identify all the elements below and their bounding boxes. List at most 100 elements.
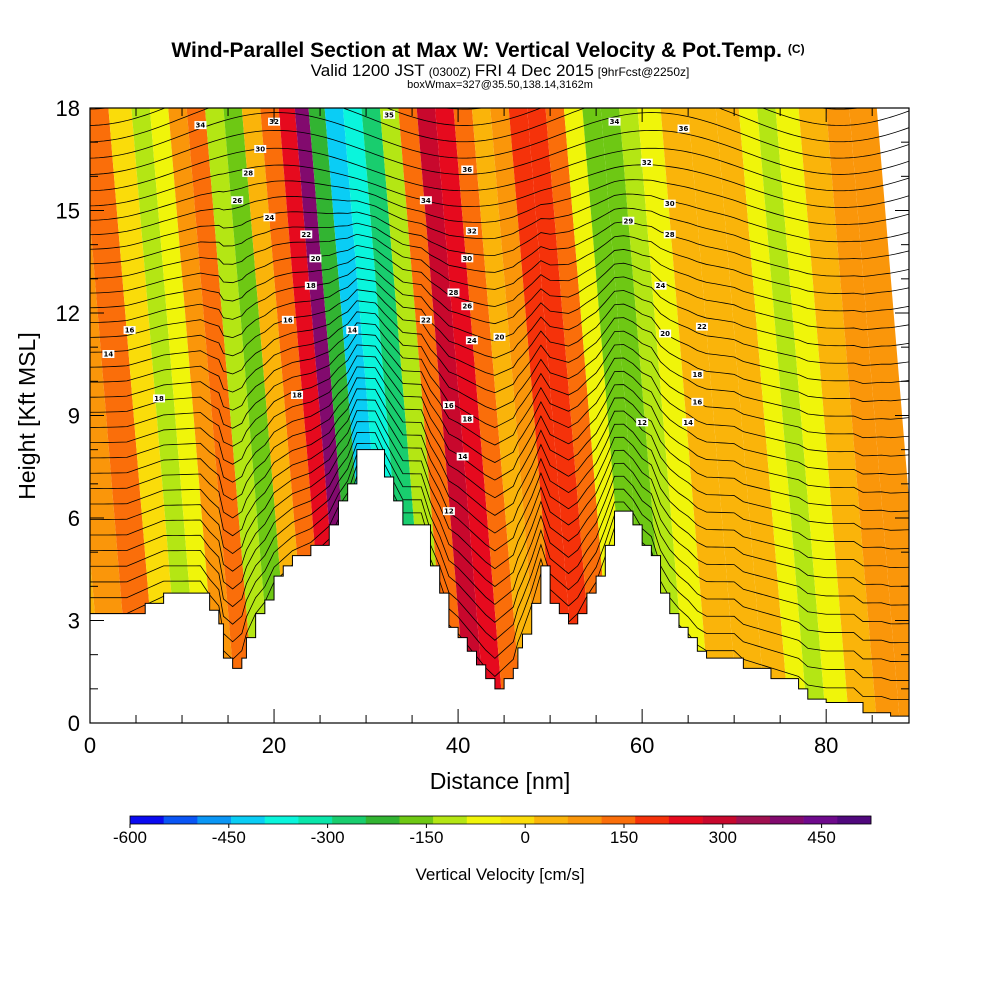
theta-contour	[90, 355, 909, 494]
contour-label: 24	[654, 281, 667, 290]
w-stripe	[545, 108, 615, 723]
w-stripe	[637, 108, 712, 723]
svg-text:18: 18	[154, 395, 164, 403]
contour-label: 22	[695, 322, 708, 331]
colorbar-swatch	[298, 816, 333, 824]
svg-text:24: 24	[265, 214, 275, 222]
w-stripe	[416, 108, 486, 723]
contour-label: 36	[461, 165, 474, 174]
theta-contour	[90, 108, 909, 143]
svg-text:26: 26	[232, 197, 242, 205]
colorbar-swatch	[702, 816, 737, 824]
contour-label: 16	[281, 315, 294, 324]
svg-text:32: 32	[642, 159, 652, 167]
theta-contour	[90, 388, 909, 550]
svg-text:35: 35	[384, 111, 394, 119]
contour-label: 34	[194, 121, 207, 130]
colorbar-swatch	[365, 816, 400, 824]
contour-label: 24	[263, 213, 276, 222]
contour-label: 30	[663, 199, 676, 208]
colorbar-tick-label: -450	[212, 828, 246, 847]
y-axis-label: Height [Kft MSL]	[14, 332, 40, 499]
contour-label: 12	[636, 418, 649, 427]
contour-label: 34	[419, 196, 432, 205]
colorbar-swatch	[264, 816, 299, 824]
colorbar-swatch	[197, 816, 232, 824]
theta-contour	[90, 322, 909, 439]
theta-contour	[90, 410, 909, 587]
potential-temperature-contours	[90, 108, 909, 700]
contour-label: 16	[691, 397, 704, 406]
colorbar-swatch	[803, 816, 838, 824]
contour-label: 20	[309, 254, 322, 263]
y-tick-label: 3	[68, 609, 80, 634]
w-stripe	[619, 108, 689, 723]
svg-text:12: 12	[637, 419, 647, 427]
svg-text:20: 20	[311, 255, 321, 263]
svg-text:18: 18	[692, 371, 702, 379]
contour-label: 14	[456, 452, 469, 461]
contour-label: 20	[493, 332, 506, 341]
chart-title: Wind-Parallel Section at Max W: Vertical…	[171, 39, 804, 62]
contour-label: 26	[231, 196, 244, 205]
chart-subtitle-box: boxWmax=327@35.50,138.14,3162m	[407, 79, 593, 91]
contour-label: 18	[304, 281, 317, 290]
w-stripe	[826, 108, 900, 723]
contour-label: 28	[447, 288, 460, 297]
theta-contour	[90, 256, 909, 331]
svg-text:16: 16	[444, 402, 454, 410]
colorbar-swatch	[736, 816, 771, 824]
contour-label: 16	[442, 401, 455, 410]
x-tick-label: 20	[262, 733, 286, 758]
theta-contour	[90, 333, 909, 457]
theta-contour	[90, 366, 909, 513]
svg-text:26: 26	[462, 303, 472, 311]
svg-text:16: 16	[283, 316, 293, 324]
svg-text:36: 36	[679, 125, 689, 133]
colorbar-swatch	[769, 816, 804, 824]
theta-contour	[90, 164, 909, 208]
w-stripe	[527, 108, 597, 723]
svg-text:32: 32	[467, 228, 477, 236]
theta-contour	[90, 311, 909, 420]
colorbar-tick-label: 450	[807, 828, 835, 847]
theta-contour	[90, 475, 909, 700]
contour-label: 20	[659, 329, 672, 338]
theta-contour	[90, 207, 909, 260]
x-axis: 0 20 40 60 80	[84, 108, 873, 758]
theta-contour	[90, 344, 909, 476]
w-stripe	[775, 108, 850, 723]
svg-text:30: 30	[462, 255, 472, 263]
colorbar-swatch	[837, 816, 872, 824]
y-tick-label: 6	[68, 506, 80, 531]
w-stripe	[715, 108, 790, 723]
svg-text:29: 29	[623, 217, 633, 225]
colorbar-swatch	[130, 816, 164, 824]
svg-text:18: 18	[306, 282, 316, 290]
theta-contour	[90, 108, 909, 126]
y-tick-label: 15	[56, 199, 80, 224]
colorbar-swatch	[534, 816, 569, 824]
svg-text:32: 32	[269, 118, 279, 126]
svg-text:12: 12	[444, 508, 454, 516]
terrain	[90, 449, 909, 723]
theta-contour	[90, 443, 909, 644]
colorbar-tick-label: -300	[311, 828, 345, 847]
colorbar-tick-label: -600	[113, 828, 147, 847]
w-stripe	[738, 108, 808, 723]
w-stripe	[757, 108, 827, 723]
y-tick-label: 0	[68, 711, 80, 736]
theta-contour	[90, 147, 909, 192]
w-stripe	[108, 108, 183, 723]
w-stripe	[508, 108, 578, 723]
svg-text:18: 18	[292, 392, 302, 400]
svg-text:22: 22	[697, 323, 707, 331]
theta-contour	[90, 278, 909, 366]
contour-label: 30	[254, 145, 267, 154]
w-stripe	[90, 219, 132, 723]
x-tick-label: 60	[630, 733, 654, 758]
theta-contour	[90, 244, 909, 313]
x-tick-label: 80	[814, 733, 838, 758]
